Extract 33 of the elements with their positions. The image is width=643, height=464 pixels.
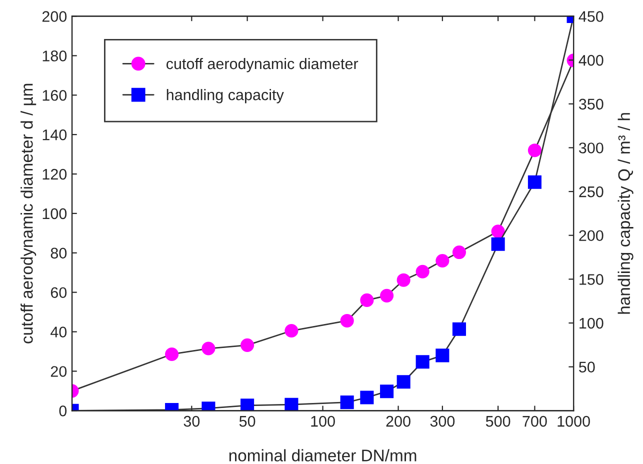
y-tick-label: 0	[59, 406, 67, 416]
x-tick-label: 30	[184, 416, 200, 427]
x-tick-label: 100	[311, 416, 335, 427]
y2-tick-label: 100	[580, 318, 604, 329]
y-tick-label: 40	[50, 326, 67, 338]
y2-tick-label: 350	[579, 98, 604, 110]
legend-label: handling capacity	[166, 89, 284, 104]
y-tick-label: 160	[42, 90, 67, 101]
legend-label: cutoff aerodynamic diameter	[166, 58, 358, 72]
x-tick-label: 300	[430, 416, 455, 427]
y2-tick-label: 150	[580, 274, 604, 285]
x-tick-label: 700	[522, 416, 547, 427]
y-tick-label: 80	[50, 248, 67, 259]
y2-tick-label: 200	[579, 230, 604, 242]
y2-tick-label: 250	[579, 186, 604, 198]
y-tick-label: 120	[42, 168, 67, 180]
x-tick-label: 1000	[558, 416, 590, 427]
y-axis-title: cutoff aerodynamic diameter d / µm	[20, 84, 36, 344]
x-tick-label: 200	[386, 416, 410, 427]
y2-tick-label: 450	[578, 11, 604, 22]
x-tick-label: 500	[486, 416, 510, 427]
x-tick-label: 50	[239, 416, 256, 427]
y-tick-label: 60	[50, 287, 67, 298]
y-tick-label: 140	[42, 129, 67, 140]
y-tick-label: 180	[42, 50, 67, 62]
y2-tick-label: 50	[579, 362, 595, 373]
x-axis-title: nominal diameter DN/mm	[229, 449, 416, 462]
y2-axis-title: handling capacity Q / m³ / h	[618, 113, 634, 314]
y2-tick-label: 300	[579, 142, 604, 154]
y2-tick-label: 400	[578, 54, 604, 66]
y-tick-label: 100	[42, 208, 67, 220]
y-tick-label: 200	[42, 11, 67, 22]
y-tick-label: 20	[50, 366, 67, 377]
